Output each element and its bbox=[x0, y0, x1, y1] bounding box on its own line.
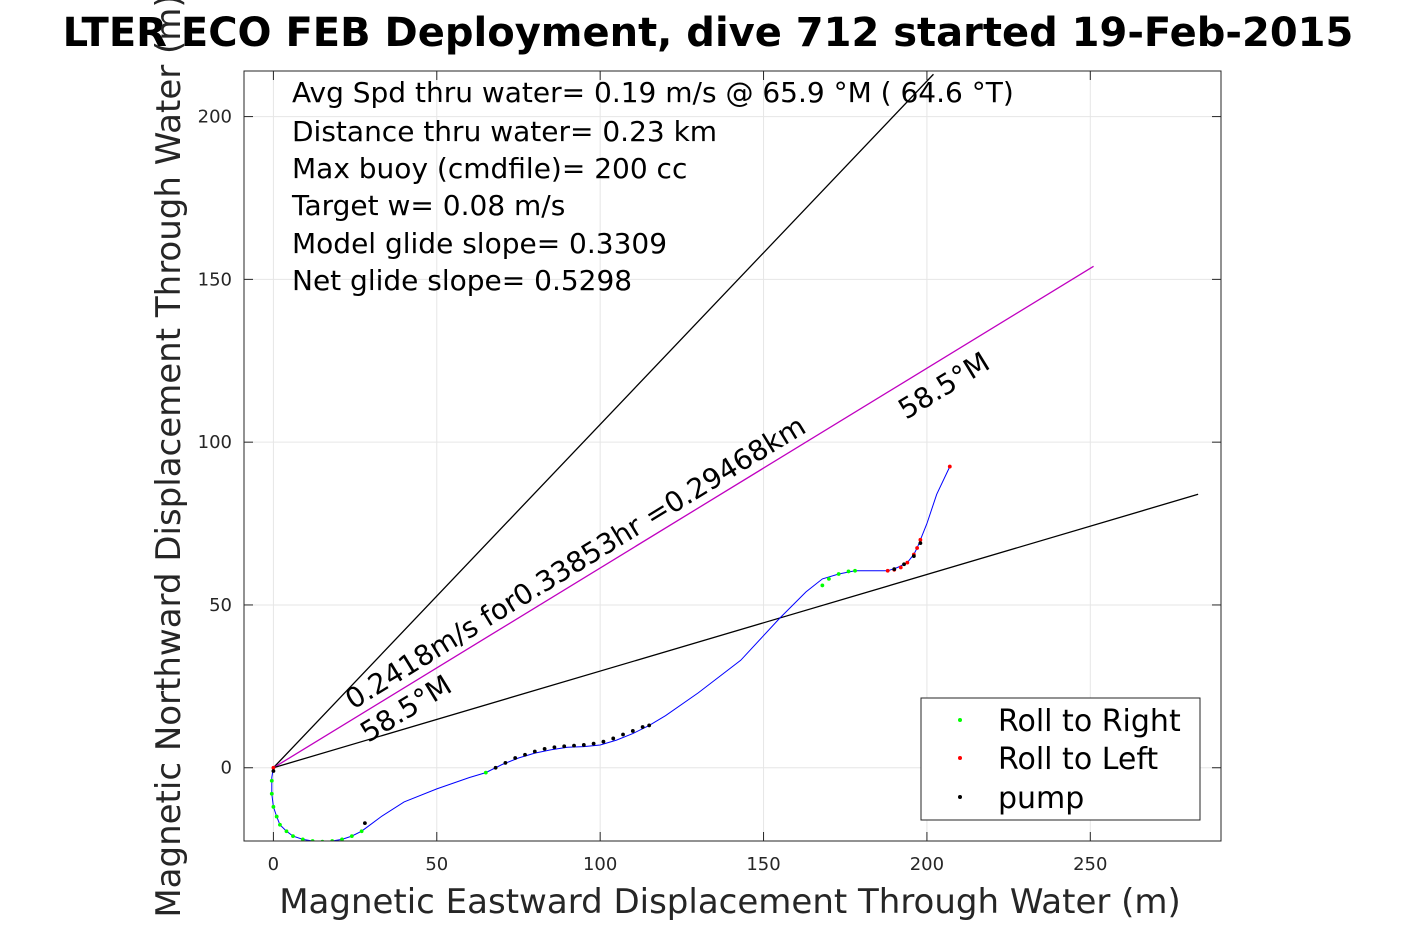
marker-roll-to-right bbox=[284, 829, 289, 834]
marker-roll-to-right bbox=[846, 569, 851, 574]
marker-pump bbox=[532, 749, 537, 754]
marker-roll-to-right bbox=[269, 791, 274, 796]
marker-roll-to-left bbox=[915, 546, 920, 550]
x-tick-label: 250 bbox=[1073, 854, 1107, 875]
marker-pump bbox=[542, 746, 547, 751]
marker-roll-to-left bbox=[885, 568, 890, 573]
reference-line-lower bbox=[273, 493, 1199, 769]
legend-marker-roll-right bbox=[958, 718, 962, 722]
marker-pump bbox=[630, 729, 635, 733]
marker-roll-to-right bbox=[826, 577, 831, 581]
legend-box bbox=[920, 697, 1201, 821]
marker-roll-to-right bbox=[483, 770, 488, 775]
legend: Roll to Right Roll to Left pump bbox=[920, 697, 1201, 821]
marker-roll-to-right bbox=[349, 834, 354, 839]
marker-roll-to-right bbox=[836, 572, 841, 576]
y-tick-label: 0 bbox=[221, 758, 232, 779]
marker-pump bbox=[647, 723, 652, 728]
marker-roll-to-right bbox=[300, 837, 305, 841]
y-tick-label: 200 bbox=[198, 107, 232, 128]
reference-line-upper bbox=[272, 73, 934, 769]
marker-roll-to-left bbox=[947, 464, 952, 469]
marker-pump bbox=[503, 760, 508, 765]
y-axis-label: Magnetic Northward Displacement Through … bbox=[149, 0, 189, 918]
marker-pump bbox=[611, 736, 616, 741]
marker-pump bbox=[902, 562, 906, 567]
legend-label-roll-left: Roll to Left bbox=[998, 742, 1158, 777]
x-axis-label: Magnetic Eastward Displacement Through W… bbox=[279, 882, 1181, 922]
marker-pump bbox=[562, 744, 567, 749]
info-text: Avg Spd thru water= 0.19 m/s @ 65.9 °M (… bbox=[291, 76, 1014, 297]
marker-pump bbox=[523, 752, 527, 757]
legend-marker-pump bbox=[958, 795, 962, 799]
y-tick-label: 100 bbox=[198, 432, 232, 453]
marker-roll-to-right bbox=[359, 829, 364, 834]
marker-pump bbox=[640, 725, 645, 729]
marker-pump bbox=[892, 567, 897, 572]
marker-roll-to-right bbox=[340, 837, 344, 841]
x-tick-label: 150 bbox=[746, 854, 780, 875]
marker-pump bbox=[918, 541, 923, 545]
marker-pump bbox=[362, 821, 367, 825]
marker-pump bbox=[493, 765, 498, 770]
marker-roll-to-left bbox=[905, 560, 910, 565]
x-tick-label: 0 bbox=[268, 854, 279, 875]
marker-pump bbox=[552, 745, 557, 750]
marker-roll-to-right bbox=[820, 583, 825, 588]
marker-pump bbox=[591, 741, 596, 746]
marker-roll-to-left bbox=[271, 765, 276, 770]
marker-roll-to-right bbox=[291, 834, 295, 839]
chart-title: LTER ECO FEB Deployment, dive 712 starte… bbox=[63, 10, 1354, 56]
marker-pump bbox=[601, 739, 606, 744]
x-tick-label: 100 bbox=[583, 854, 617, 875]
reference-line-heading bbox=[273, 265, 1094, 769]
y-tick-label: 150 bbox=[198, 269, 232, 290]
info-line: Distance thru water= 0.23 km bbox=[292, 115, 717, 148]
marker-roll-to-left bbox=[918, 537, 923, 542]
marker-pump bbox=[581, 743, 586, 747]
info-line: Model glide slope= 0.3309 bbox=[292, 227, 667, 260]
marker-roll-to-right bbox=[853, 568, 857, 573]
info-line: Max buoy (cmdfile)= 200 cc bbox=[292, 152, 687, 185]
legend-label-roll-right: Roll to Right bbox=[998, 704, 1181, 739]
legend-marker-roll-left bbox=[958, 756, 962, 760]
marker-pump bbox=[513, 756, 518, 760]
marker-pump bbox=[621, 732, 625, 737]
marker-pump bbox=[911, 554, 916, 559]
marker-roll-to-left bbox=[898, 565, 903, 570]
marker-pump bbox=[271, 769, 276, 773]
marker-roll-to-right bbox=[269, 778, 274, 783]
x-tick-label: 50 bbox=[425, 854, 448, 875]
legend-label-pump: pump bbox=[998, 781, 1084, 816]
plot-frame bbox=[243, 70, 1222, 842]
y-tick-label: 50 bbox=[209, 595, 232, 616]
marker-roll-to-right bbox=[278, 822, 282, 827]
marker-roll-to-right bbox=[274, 814, 279, 819]
x-tick-label: 200 bbox=[910, 854, 944, 875]
info-line: Avg Spd thru water= 0.19 m/s @ 65.9 °M (… bbox=[292, 76, 1014, 109]
marker-pump bbox=[572, 743, 576, 748]
info-line: Net glide slope= 0.5298 bbox=[292, 264, 632, 297]
info-line: Target w= 0.08 m/s bbox=[291, 189, 565, 222]
marker-roll-to-right bbox=[271, 804, 276, 809]
